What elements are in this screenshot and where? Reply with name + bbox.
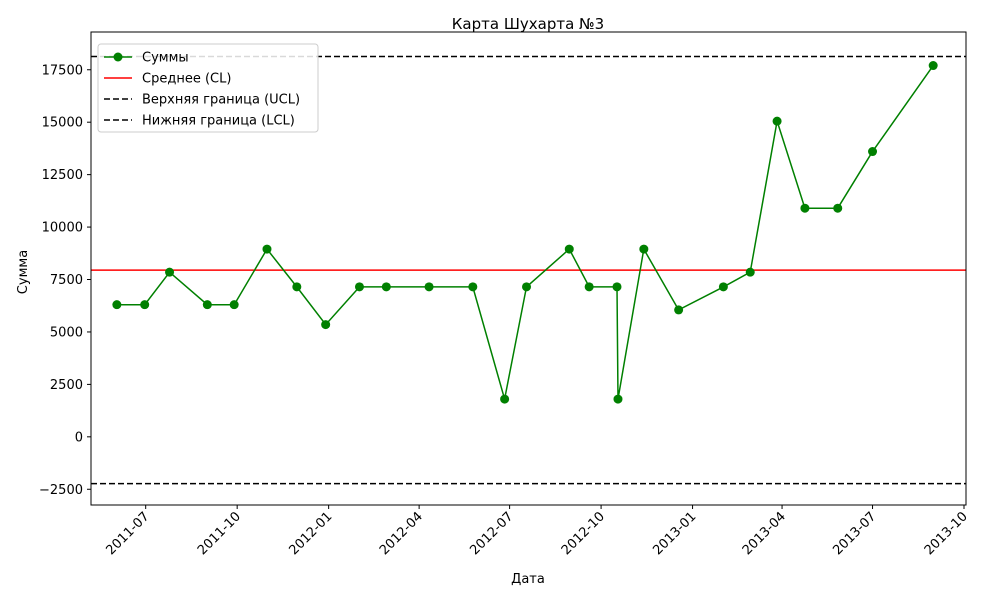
sums-point <box>612 282 622 292</box>
sums-point <box>639 244 649 254</box>
y-tick-label: 10000 <box>42 221 83 236</box>
sums-point <box>500 394 510 404</box>
sums-series <box>112 61 938 404</box>
legend-label: Среднее (CL) <box>142 72 231 87</box>
y-tick-label: 2500 <box>50 378 83 393</box>
chart-title: Карта Шухарта №3 <box>452 15 604 33</box>
sums-point <box>674 305 684 315</box>
sums-point <box>745 267 755 277</box>
sums-point <box>928 61 938 71</box>
x-tick-label: 2013-04 <box>740 509 789 558</box>
x-tick-label: 2011-07 <box>103 509 152 558</box>
legend-label: Суммы <box>142 51 189 66</box>
legend-marker <box>113 52 123 62</box>
sums-point <box>354 282 364 292</box>
legend-entry-lcl: Нижняя граница (LCL) <box>104 114 295 129</box>
plot-area-frame <box>90 31 967 506</box>
y-tick-label: 7500 <box>50 273 83 288</box>
x-tick-label: 2012-10 <box>559 509 608 558</box>
y-tick-label: 17500 <box>42 63 83 78</box>
sums-point <box>229 300 239 310</box>
y-tick-label: 0 <box>75 430 83 445</box>
sums-point <box>868 147 878 157</box>
sums-point <box>833 203 843 213</box>
sums-point <box>772 116 782 126</box>
sums-point <box>468 282 478 292</box>
y-axis-label: Сумма <box>16 250 31 294</box>
y-tick-label: 12500 <box>42 168 83 183</box>
legend-entry-sums: Суммы <box>104 51 189 66</box>
x-tick-label: 2012-01 <box>286 509 335 558</box>
sums-point <box>522 282 532 292</box>
legend: Суммы Среднее (CL) Верхняя граница (UCL) Ни… <box>97 43 319 133</box>
legend-entry-ucl: Верхняя граница (UCL) <box>104 93 300 108</box>
x-tick-label: 2012-07 <box>467 509 516 558</box>
x-tick-label: 2012-04 <box>377 509 426 558</box>
sums-point <box>584 282 594 292</box>
sums-point <box>165 267 175 277</box>
y-tick-label: −2500 <box>39 483 83 498</box>
sums-point <box>112 300 122 310</box>
y-tick-label: 15000 <box>42 116 83 131</box>
x-tick-label: 2013-07 <box>830 509 879 558</box>
y-tick-label: 5000 <box>50 325 83 340</box>
sums-point <box>564 244 574 254</box>
legend-box <box>97 43 319 133</box>
sums-point <box>202 300 212 310</box>
y-axis-ticks: −2500 0 2500 5000 7500 10000 12500 15000 17500 <box>39 63 91 498</box>
x-axis-ticks: 2011-07 2011-10 2012-01 2012-04 2012-07 2012-… <box>103 505 971 558</box>
sums-point <box>718 282 728 292</box>
sums-point <box>321 320 331 330</box>
sums-point <box>613 394 623 404</box>
sums-point <box>140 300 150 310</box>
legend-entry-cl: Среднее (CL) <box>104 72 231 87</box>
x-tick-label: 2013-10 <box>922 509 971 558</box>
x-axis-label: Дата <box>511 572 545 587</box>
legend-label: Верхняя граница (UCL) <box>142 93 300 108</box>
sums-point <box>292 282 302 292</box>
sums-point <box>262 244 272 254</box>
sums-point <box>424 282 434 292</box>
sums-point <box>381 282 391 292</box>
x-tick-label: 2013-01 <box>650 509 699 558</box>
x-tick-label: 2011-10 <box>195 509 244 558</box>
legend-label: Нижняя граница (LCL) <box>142 114 295 129</box>
sums-point <box>800 203 810 213</box>
